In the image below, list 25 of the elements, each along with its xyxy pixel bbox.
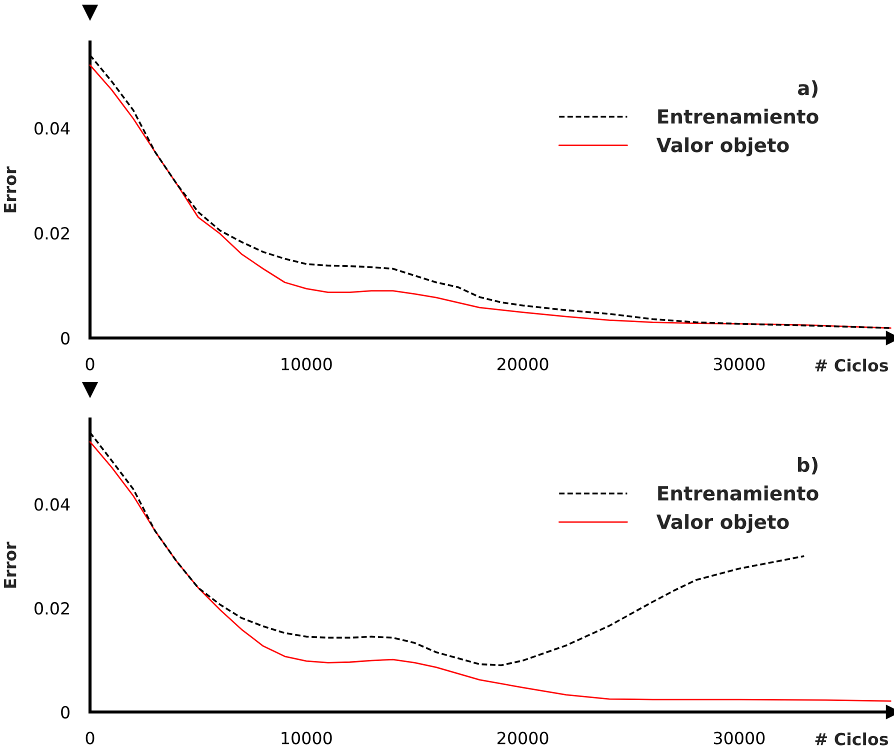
legend-label: Entrenamiento <box>658 108 818 124</box>
y-axis-title: Error <box>4 542 16 588</box>
y-axis-title: Error <box>4 166 16 212</box>
x-tick-label: 10000 <box>282 732 332 744</box>
y-tick-label: 0.02 <box>34 227 69 240</box>
x-axis-title: # Ciclos <box>815 732 888 746</box>
x-tick-label: 0 <box>86 358 94 370</box>
x-tick-label: 20000 <box>498 358 548 370</box>
y-tick-label: 0 <box>61 332 70 345</box>
x-tick-label: 10000 <box>282 358 332 370</box>
x-tick-label: 30000 <box>714 732 765 744</box>
x-tick-label: 0 <box>86 732 94 744</box>
x-tick-label: 20000 <box>498 732 548 744</box>
x-tick-label: 30000 <box>714 358 765 370</box>
legend-label: Entrenamiento <box>658 486 818 501</box>
x-axis-title: # Ciclos <box>815 358 888 372</box>
legend-label: Valor objeto <box>656 514 789 534</box>
y-tick-label: 0 <box>61 706 70 719</box>
legend-title: b) <box>798 457 818 474</box>
y-tick-label: 0.04 <box>34 122 70 135</box>
legend-label: Valor objeto <box>656 137 789 156</box>
legend-title: a) <box>798 80 818 98</box>
y-tick-label: 0.04 <box>34 498 70 511</box>
y-tick-label: 0.02 <box>34 602 69 615</box>
line-series <box>89 441 892 702</box>
